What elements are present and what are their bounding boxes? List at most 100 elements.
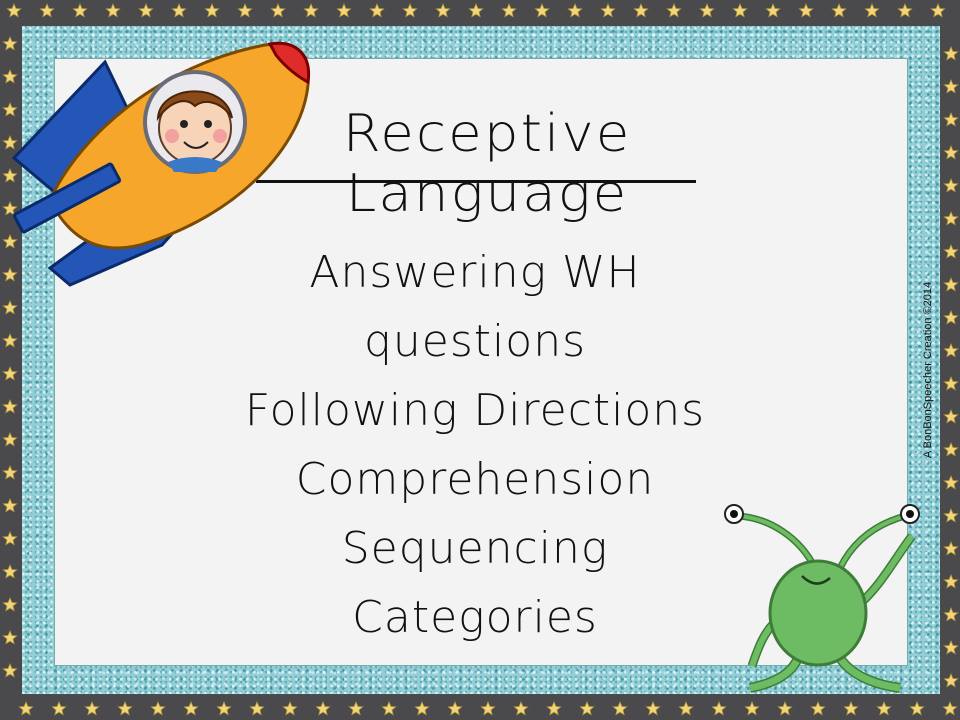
star-icon	[249, 700, 265, 716]
star-icon	[579, 700, 595, 716]
star-icon	[2, 530, 18, 546]
star-icon	[2, 464, 18, 480]
star-icon	[348, 700, 364, 716]
alien-antenna-left-fill	[737, 514, 817, 569]
star-icon	[237, 2, 253, 18]
star-icon	[943, 474, 959, 490]
star-icon	[105, 2, 121, 18]
star-icon	[150, 700, 166, 716]
alien-leg-fill	[837, 655, 901, 692]
alien-antenna-right-fill	[838, 514, 906, 569]
green-alien-illustration	[724, 504, 920, 693]
star-icon	[2, 35, 18, 51]
star-icon	[2, 365, 18, 381]
star-icon	[117, 700, 133, 716]
star-icon	[39, 2, 55, 18]
title-underline	[256, 180, 696, 183]
rocket-side-stripe	[12, 162, 122, 234]
star-icon	[2, 497, 18, 513]
star-icon	[435, 2, 451, 18]
star-icon	[513, 700, 529, 716]
star-icon	[943, 45, 959, 61]
star-icon	[534, 2, 550, 18]
boy-eye	[180, 120, 188, 128]
star-icon	[943, 243, 959, 259]
star-icon	[468, 2, 484, 18]
star-icon	[138, 2, 154, 18]
star-icon	[699, 2, 715, 18]
topic-item: Following Directions	[244, 385, 706, 436]
star-icon	[6, 2, 22, 18]
star-icon	[876, 700, 892, 716]
star-icon	[600, 2, 616, 18]
rocket-boy-illustration	[11, 41, 311, 287]
star-icon	[843, 700, 859, 716]
star-icon	[943, 210, 959, 226]
star-icon	[336, 2, 352, 18]
topic-item: Categories	[352, 592, 598, 643]
star-icon	[303, 2, 319, 18]
star-icon	[943, 639, 959, 655]
star-icon	[864, 2, 880, 18]
alien-leg-fill	[749, 656, 802, 692]
star-icon	[2, 134, 18, 150]
star-icon	[369, 2, 385, 18]
star-icon	[831, 2, 847, 18]
star-icon	[909, 700, 925, 716]
star-icon	[2, 233, 18, 249]
star-icon	[282, 700, 298, 716]
star-icon	[2, 332, 18, 348]
topic-list: Answering WH questions Following Directi…	[200, 238, 750, 652]
star-icon	[84, 700, 100, 716]
topic-item: Answering WH questions	[309, 247, 641, 367]
star-icon	[777, 700, 793, 716]
star-icon	[810, 700, 826, 716]
star-icon	[2, 629, 18, 645]
star-icon	[315, 700, 331, 716]
star-icon	[943, 342, 959, 358]
star-icon	[18, 700, 34, 716]
boy-cheek	[165, 129, 179, 143]
star-icon	[942, 700, 958, 716]
star-icon	[501, 2, 517, 18]
star-icon	[381, 700, 397, 716]
star-icon	[2, 431, 18, 447]
star-icon	[943, 540, 959, 556]
star-icon	[2, 299, 18, 315]
star-icon	[2, 662, 18, 678]
star-icon	[204, 2, 220, 18]
star-icon	[943, 441, 959, 457]
rocket-nose-cone	[267, 41, 311, 85]
star-icon	[216, 700, 232, 716]
star-icon	[2, 398, 18, 414]
star-icon	[943, 672, 959, 688]
star-icon	[943, 177, 959, 193]
star-icon	[943, 111, 959, 127]
star-icon	[943, 144, 959, 160]
star-icon	[732, 2, 748, 18]
boy-eye	[204, 120, 212, 128]
star-icon	[2, 200, 18, 216]
star-icon	[943, 606, 959, 622]
star-icon	[897, 2, 913, 18]
alien-smile	[801, 575, 831, 585]
star-icon	[447, 700, 463, 716]
star-icon	[2, 167, 18, 183]
boy-hair	[156, 90, 233, 122]
star-icon	[943, 78, 959, 94]
star-icon	[633, 2, 649, 18]
credit-text: A BonBonSpeecher Creation ©2014	[922, 281, 935, 459]
star-icon	[546, 700, 562, 716]
alien-antenna-left	[737, 512, 819, 570]
star-icon	[943, 507, 959, 523]
star-icon	[930, 2, 946, 18]
alien-body	[768, 559, 868, 667]
star-icon	[943, 276, 959, 292]
boy-shirt	[168, 157, 222, 172]
star-icon	[678, 700, 694, 716]
star-icon	[402, 2, 418, 18]
star-icon	[480, 700, 496, 716]
topic-item: Sequencing	[341, 523, 609, 574]
star-icon	[943, 408, 959, 424]
